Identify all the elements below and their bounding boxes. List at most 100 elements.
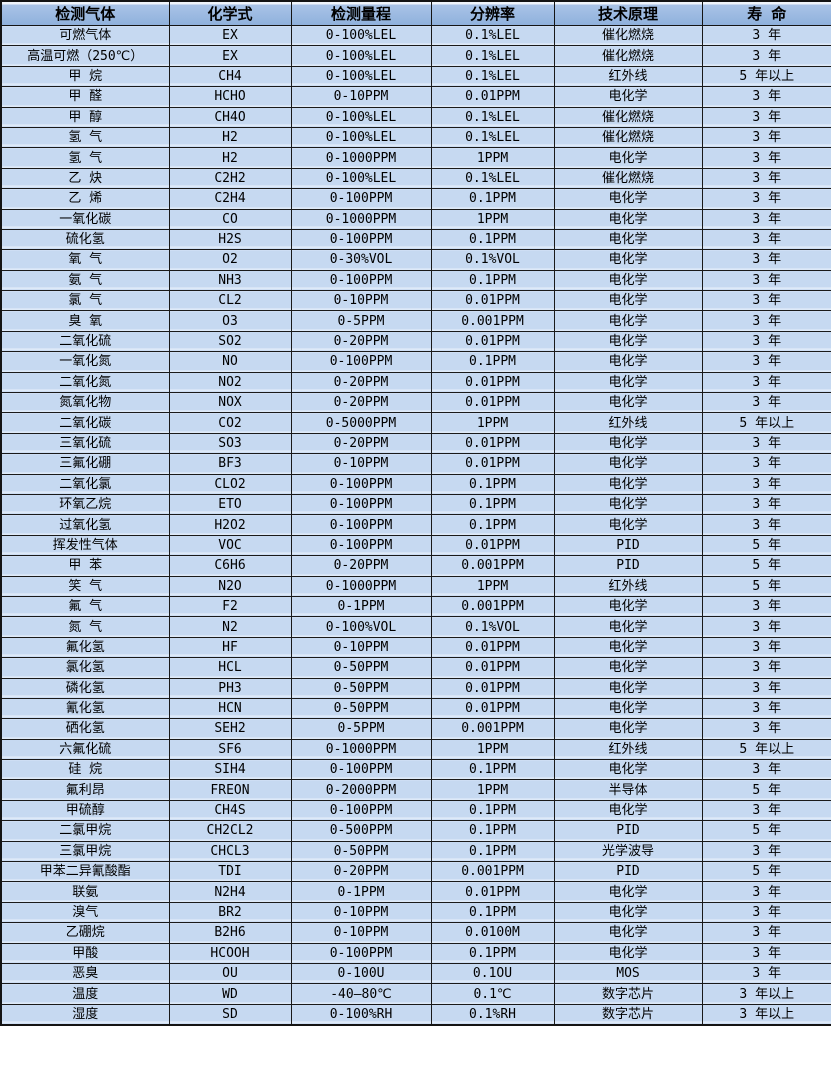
table-cell: 1PPM <box>430 575 555 597</box>
table-cell: 3 年 <box>701 514 831 536</box>
table-cell: 红外线 <box>553 412 703 434</box>
table-cell: 电化学 <box>553 392 703 414</box>
table-cell: 一氧化氮 <box>0 351 170 373</box>
table-cell: 3 年 <box>701 840 831 863</box>
table-cell: 0.01PPM <box>430 534 555 557</box>
table-cell: WD <box>168 983 292 1005</box>
table-cell: 3 年 <box>701 45 831 67</box>
table-cell: 氟 气 <box>0 595 170 618</box>
table-cell: -40—80℃ <box>290 983 432 1005</box>
table-cell: 0-50PPM <box>290 677 432 699</box>
table-cell: 3 年以上 <box>701 983 831 1005</box>
table-cell: 0-100PPM <box>290 942 432 964</box>
table-cell: 环氧乙烷 <box>0 493 170 516</box>
table-cell: 0-30%VOL <box>290 249 432 271</box>
table-cell: 联氨 <box>0 881 170 903</box>
table-cell: 0-100%LEL <box>290 45 432 67</box>
table-cell: 0-100PPM <box>290 188 432 210</box>
table-cell: 数字芯片 <box>553 1003 703 1026</box>
table-cell: 笑 气 <box>0 575 170 597</box>
table-cell: 光学波导 <box>553 840 703 863</box>
table-cell: 0.1OU <box>430 962 555 985</box>
table-cell: 0-1PPM <box>290 881 432 903</box>
table-row: 甲硫醇 CH4S 0-100PPM 0.1PPM 电化学 3 年 <box>0 799 831 822</box>
table-cell: 3 年 <box>701 24 831 47</box>
table-cell: 3 年 <box>701 330 831 353</box>
table-cell: EX <box>168 24 292 47</box>
table-cell: 3 年 <box>701 677 831 699</box>
table-cell: 0-100%VOL <box>290 616 432 638</box>
table-cell: 0-20PPM <box>290 371 432 394</box>
table-row: 硫化氢 H2S 0-100PPM 0.1PPM 电化学 3 年 <box>0 228 831 251</box>
table-cell: 0.01PPM <box>430 636 555 659</box>
table-cell: 硒化氢 <box>0 718 170 740</box>
table-cell: 0.1PPM <box>430 351 555 373</box>
table-cell: 甲苯二异氰酸酯 <box>0 861 170 883</box>
table-cell: 催化燃烧 <box>553 24 703 47</box>
table-body: 可燃气体 EX 0-100%LEL 0.1%LEL 催化燃烧 3 年高温可燃（250℃） E… <box>0 24 831 1026</box>
table-cell: 0-1PPM <box>290 595 432 618</box>
table-cell: 氮氧化物 <box>0 392 170 414</box>
table-cell: O3 <box>168 310 292 332</box>
table-cell: 电化学 <box>553 310 703 332</box>
table-cell: CH2CL2 <box>168 820 292 842</box>
table-cell: 0.1PPM <box>430 473 555 495</box>
table-cell: 过氧化氢 <box>0 514 170 536</box>
column-header-principle: 技术原理 <box>553 0 703 26</box>
table-cell: N2 <box>168 616 292 638</box>
table-cell: PID <box>553 820 703 842</box>
table-cell: SD <box>168 1003 292 1026</box>
table-cell: 0.1%LEL <box>430 24 555 47</box>
table-cell: 0-20PPM <box>290 432 432 455</box>
table-cell: 二氧化氯 <box>0 473 170 495</box>
table-cell: 3 年 <box>701 453 831 475</box>
table-cell: 0.1PPM <box>430 759 555 781</box>
table-cell: 3 年 <box>701 392 831 414</box>
table-cell: 催化燃烧 <box>553 126 703 149</box>
table-cell: 0-10PPM <box>290 453 432 475</box>
table-cell: 电化学 <box>553 351 703 373</box>
table-cell: 电化学 <box>553 759 703 781</box>
column-header-formula: 化学式 <box>168 0 292 26</box>
table-cell: 3 年 <box>701 188 831 210</box>
table-cell: 0-1000PPM <box>290 147 432 169</box>
table-cell: VOC <box>168 534 292 557</box>
table-cell: C2H4 <box>168 188 292 210</box>
table-cell: 0.01PPM <box>430 371 555 394</box>
table-cell: 3 年 <box>701 167 831 190</box>
table-cell: 3 年以上 <box>701 1003 831 1026</box>
table-cell: 电化学 <box>553 432 703 455</box>
table-cell: 甲 苯 <box>0 555 170 577</box>
table-cell: FREON <box>168 779 292 801</box>
table-row: 溴气 BR2 0-10PPM 0.1PPM 电化学 3 年 <box>0 901 831 924</box>
table-cell: 催化燃烧 <box>553 167 703 190</box>
table-cell: CHCL3 <box>168 840 292 863</box>
table-row: 二氧化碳 CO2 0-5000PPM 1PPM 红外线 5 年以上 <box>0 412 831 434</box>
table-row: 乙 炔 C2H2 0-100%LEL 0.1%LEL 催化燃烧 3 年 <box>0 167 831 190</box>
table-cell: 0.01PPM <box>430 453 555 475</box>
table-cell: 电化学 <box>553 147 703 169</box>
table-cell: 3 年 <box>701 759 831 781</box>
table-cell: 3 年 <box>701 962 831 985</box>
table-cell: 0-10PPM <box>290 922 432 944</box>
table-cell: N2O <box>168 575 292 597</box>
table-cell: 1PPM <box>430 208 555 230</box>
table-cell: 湿度 <box>0 1003 170 1026</box>
table-cell: H2 <box>168 126 292 149</box>
table-cell: EX <box>168 45 292 67</box>
table-cell: 0.1%LEL <box>430 106 555 128</box>
table-row: 二氧化氯 CLO2 0-100PPM 0.1PPM 电化学 3 年 <box>0 473 831 495</box>
table-cell: 3 年 <box>701 942 831 964</box>
table-cell: 乙 烯 <box>0 188 170 210</box>
table-cell: 0.1PPM <box>430 820 555 842</box>
table-cell: 0-10PPM <box>290 86 432 108</box>
table-cell: 5 年 <box>701 534 831 557</box>
table-cell: BR2 <box>168 901 292 924</box>
table-cell: 电化学 <box>553 453 703 475</box>
table-cell: 二氧化氮 <box>0 371 170 394</box>
table-cell: NO <box>168 351 292 373</box>
table-cell: 0-50PPM <box>290 657 432 679</box>
table-cell: 电化学 <box>553 188 703 210</box>
table-row: 磷化氢 PH3 0-50PPM 0.01PPM 电化学 3 年 <box>0 677 831 699</box>
table-row: 二氧化氮 NO2 0-20PPM 0.01PPM 电化学 3 年 <box>0 371 831 394</box>
